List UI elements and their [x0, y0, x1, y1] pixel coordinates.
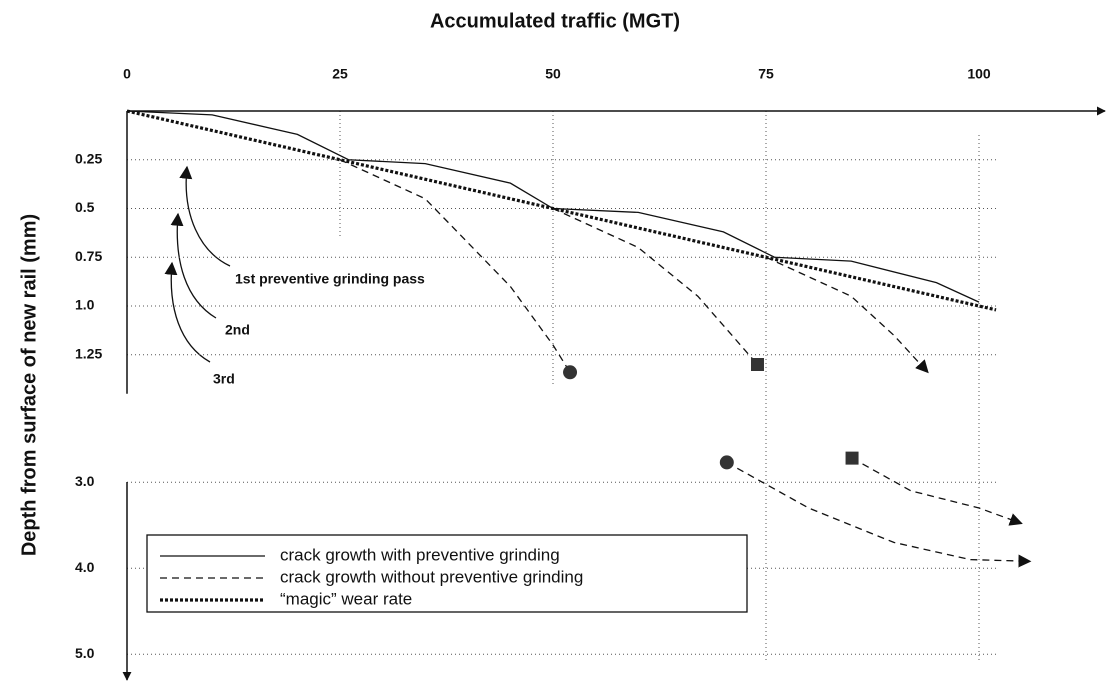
- end-marker: [563, 365, 578, 380]
- x-tick-label: 0: [123, 66, 131, 82]
- legend-label: crack growth with preventive grinding: [280, 545, 560, 564]
- annotation: 2nd: [225, 322, 250, 338]
- legend-box: [146, 534, 748, 613]
- y-tick-label: 0.5: [75, 199, 95, 215]
- y-tick-label: 5.0: [75, 645, 95, 661]
- annotation-arrow: [179, 165, 231, 267]
- series-line: [339, 159, 571, 373]
- end-marker: [719, 455, 734, 470]
- y-tick-label: 0.75: [75, 248, 102, 264]
- x-tick-label: 50: [545, 66, 561, 82]
- x-tick-label: 25: [332, 66, 348, 82]
- end-marker: [750, 358, 764, 371]
- legend-label: “magic” wear rate: [280, 589, 412, 608]
- legend: crack growth with preventive grinding cra…: [146, 534, 748, 613]
- series-line: [726, 461, 1032, 568]
- annotation-arrows: [164, 165, 231, 363]
- y-tick-label: 0.25: [75, 150, 102, 166]
- annotation-arrow: [170, 212, 217, 319]
- y-tick-label: 4.0: [75, 559, 95, 575]
- series-line: [126, 109, 997, 312]
- y-tick-label: 3.0: [75, 473, 95, 489]
- end-marker: [845, 451, 859, 465]
- annotation: 3rd: [213, 371, 235, 387]
- series-line: [765, 256, 929, 374]
- annotation: 1st preventive grinding pass: [235, 271, 425, 287]
- annotation-arrow: [164, 261, 211, 363]
- x-tick-label: 75: [758, 66, 774, 82]
- chart-title: Accumulated traffic (MGT): [430, 10, 680, 32]
- legend-label: crack growth without preventive grinding: [280, 567, 583, 586]
- y-tick-label: 1.0: [75, 297, 95, 313]
- x-tick-label: 100: [967, 66, 991, 82]
- series-line: [851, 457, 1023, 526]
- y-axis-label: Depth from surface of new rail (mm): [18, 214, 40, 556]
- series-line: [552, 207, 758, 365]
- y-tick-label: 1.25: [75, 345, 102, 361]
